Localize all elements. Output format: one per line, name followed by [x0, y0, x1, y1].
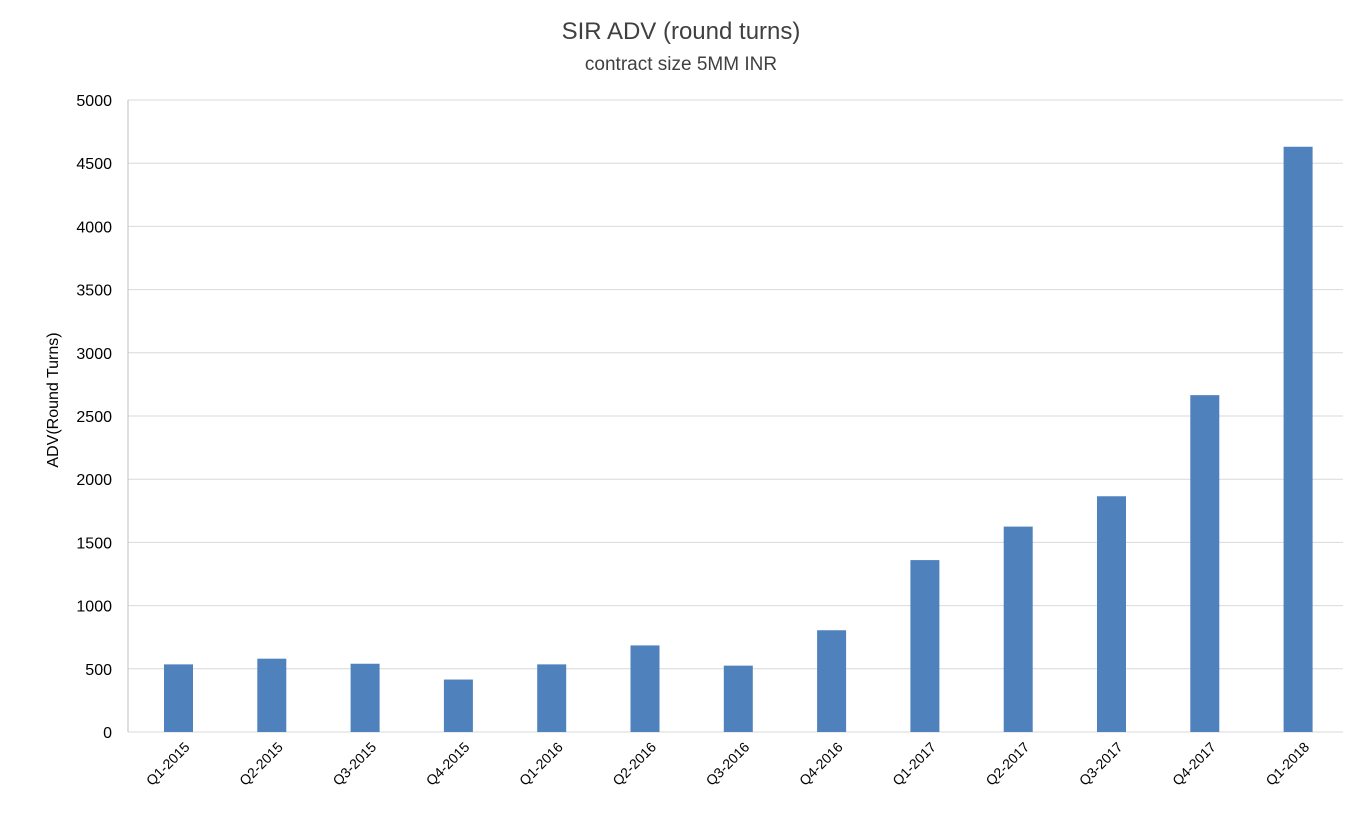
bar-q3-2016	[723, 665, 753, 732]
bar-q2-2016	[630, 645, 660, 732]
x-tick-label: Q2-2016	[609, 739, 659, 789]
bar-q4-2016	[817, 630, 847, 732]
x-tick-label: Q2-2015	[236, 739, 286, 789]
y-axis-label: ADV(Round Turns)	[45, 332, 62, 467]
bar-q3-2017	[1097, 496, 1126, 732]
y-tick-label: 500	[85, 662, 112, 679]
x-tick-label: Q4-2015	[423, 739, 473, 789]
x-tick-label: Q2-2017	[982, 739, 1032, 789]
gridlines	[127, 99, 1343, 733]
y-tick-label: 1000	[76, 599, 112, 616]
bar-q1-2018	[1283, 146, 1313, 732]
y-tick-label: 2500	[76, 409, 112, 426]
bar-q1-2017	[910, 560, 940, 732]
bar-q1-2016	[537, 664, 567, 732]
bar-q1-2015	[164, 664, 193, 732]
y-tick-label: 3500	[76, 283, 112, 300]
bar-q4-2017	[1190, 395, 1220, 732]
bar-q4-2015	[443, 679, 473, 732]
y-tick-label: 4500	[76, 156, 112, 173]
x-tick-label: Q1-2017	[889, 739, 939, 789]
y-tick-label: 3000	[76, 346, 112, 363]
x-axis-ticks: Q1-2015 Q2-2015 Q3-2015 Q4-2015 Q1-2016 Q2-20…	[143, 739, 1313, 789]
x-tick-label: Q3-2017	[1076, 739, 1126, 789]
bars	[164, 146, 1313, 732]
bar-q3-2015	[350, 663, 380, 732]
y-tick-label: 0	[103, 725, 112, 742]
chart-subtitle: contract size 5MM INR	[585, 54, 777, 75]
y-axis-ticks: 0 500 1000 1500 2000 2500 3000 3500 4000 4500 5000	[76, 93, 112, 742]
y-tick-label: 2000	[76, 472, 112, 489]
bar-q2-2015	[257, 658, 287, 732]
x-tick-label: Q1-2018	[1262, 739, 1312, 789]
x-tick-label: Q3-2016	[703, 739, 753, 789]
x-tick-label: Q1-2016	[516, 739, 566, 789]
y-tick-label: 4000	[76, 219, 112, 236]
x-tick-label: Q3-2015	[329, 739, 379, 789]
bar-q2-2017	[1003, 526, 1033, 732]
chart-title: SIR ADV (round turns)	[562, 18, 801, 45]
x-tick-label: Q1-2015	[143, 739, 193, 789]
x-tick-label: Q4-2017	[1169, 739, 1219, 789]
x-tick-label: Q4-2016	[796, 739, 846, 789]
y-tick-label: 1500	[76, 535, 112, 552]
y-tick-label: 5000	[76, 93, 112, 110]
